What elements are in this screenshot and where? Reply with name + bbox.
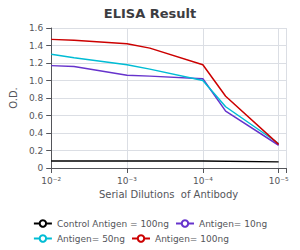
svg-text:10⁻²: 10⁻² <box>41 176 61 186</box>
svg-text:0.4: 0.4 <box>29 128 44 138</box>
svg-text:10⁻³: 10⁻³ <box>117 176 137 186</box>
svg-text:Antigen= 10ng: Antigen= 10ng <box>199 219 267 229</box>
svg-text:Serial Dilutions of Antibody: Serial Dilutions of Antibody <box>99 189 238 200</box>
svg-text:Control Antigen = 100ng: Control Antigen = 100ng <box>57 219 169 229</box>
svg-text:Antigen= 50ng: Antigen= 50ng <box>57 234 125 244</box>
svg-text:1.2: 1.2 <box>29 58 43 68</box>
svg-text:0.6: 0.6 <box>29 111 44 121</box>
svg-text:0: 0 <box>37 163 43 173</box>
svg-text:10⁻⁵: 10⁻⁵ <box>269 176 289 186</box>
svg-text:1.4: 1.4 <box>29 41 44 51</box>
svg-text:ELISA Result: ELISA Result <box>104 6 196 21</box>
svg-text:Antigen= 100ng: Antigen= 100ng <box>155 234 229 244</box>
svg-text:0.2: 0.2 <box>29 146 43 156</box>
svg-text:O.D.: O.D. <box>8 87 19 109</box>
svg-text:1.6: 1.6 <box>29 23 44 33</box>
svg-text:1.0: 1.0 <box>29 76 44 86</box>
svg-text:0.8: 0.8 <box>29 93 44 103</box>
svg-text:10⁻⁴: 10⁻⁴ <box>193 176 213 186</box>
